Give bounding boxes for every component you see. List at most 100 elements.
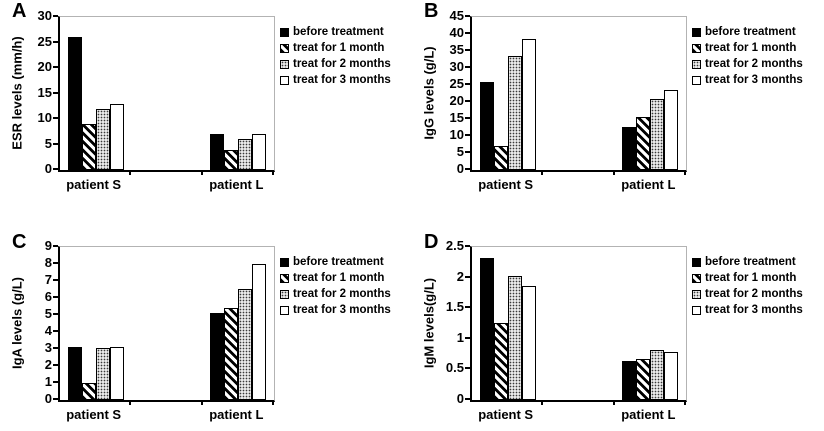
legend-item: before treatment — [280, 25, 384, 39]
bar-white-patient-S — [109, 104, 124, 170]
y-axis-tick — [465, 66, 470, 68]
y-axis-tick — [53, 279, 58, 281]
bar-white-patient-L — [252, 264, 267, 400]
x-axis-tick — [129, 401, 132, 405]
y-axis-tick — [465, 398, 470, 400]
legend-label: treat for 1 month — [293, 272, 385, 284]
bar-solid-black-patient-S — [479, 258, 494, 400]
y-axis-tick — [53, 15, 58, 17]
y-axis-tick — [465, 134, 470, 136]
legend-item: before treatment — [692, 25, 796, 39]
y-tick-label: 0 — [456, 391, 464, 406]
y-axis-tick — [465, 151, 470, 153]
y-tick-label: 4 — [44, 323, 52, 338]
legend-label: before treatment — [293, 26, 384, 38]
x-category-label: patient S — [66, 177, 122, 192]
bar-diagonal-stripe-patient-L — [224, 150, 239, 170]
x-category-label: patient L — [209, 177, 264, 192]
legend-label: treat for 2 months — [293, 58, 391, 70]
x-axis-tick — [200, 401, 203, 405]
bar-diagonal-stripe-patient-S — [493, 146, 508, 170]
x-axis-tick — [272, 401, 274, 405]
bar-white-patient-S — [521, 286, 536, 400]
y-axis-tick — [465, 367, 470, 370]
y-tick-label: 6 — [44, 289, 52, 304]
legend-label: treat for 1 month — [293, 42, 385, 54]
legend-label: before treatment — [293, 256, 384, 268]
y-axis-tick — [465, 32, 470, 34]
x-category-label: patient S — [478, 177, 534, 192]
panel-letter-b: B — [424, 0, 439, 22]
white-legend-swatch-icon — [692, 305, 701, 315]
y-tick-label: 10 — [37, 110, 52, 125]
legend-label: treat for 3 months — [705, 74, 803, 86]
legend-item: treat for 1 month — [280, 271, 384, 285]
y-tick-label: 7 — [44, 272, 52, 287]
legend-label: treat for 3 months — [293, 74, 391, 86]
y-axis-tick — [465, 168, 470, 170]
legend-item: before treatment — [692, 255, 796, 269]
bar-dotted-gray-patient-S — [507, 56, 522, 170]
y-axis-tick — [465, 306, 470, 309]
bar-dotted-gray-patient-S — [507, 276, 522, 400]
y-axis-tick — [465, 83, 470, 85]
y-axis-tick — [53, 296, 58, 298]
solid-black-legend-swatch-icon — [280, 27, 289, 37]
y-axis-tick — [53, 398, 58, 400]
solid-black-legend-swatch-icon — [692, 257, 701, 267]
x-category-label: patient S — [66, 407, 122, 422]
bar-dotted-gray-patient-S — [95, 348, 110, 400]
x-axis-tick — [129, 171, 132, 175]
bar-solid-black-patient-L — [210, 313, 225, 400]
bar-dotted-gray-patient-S — [95, 109, 110, 170]
y-tick-label: 5 — [456, 144, 464, 159]
chart-panel-a: A ESR levels (mm/h) 0 5 10 15 20 25 30 patient … — [0, 0, 412, 215]
plot-area — [58, 246, 275, 402]
white-legend-swatch-icon — [280, 75, 289, 85]
legend-item: before treatment — [280, 255, 384, 269]
y-tick-label: 10 — [449, 127, 464, 142]
bar-white-patient-L — [664, 352, 679, 400]
y-axis-tick — [53, 347, 58, 349]
bar-white-patient-L — [664, 90, 679, 170]
x-axis-tick — [541, 401, 544, 405]
legend-item: treat for 1 month — [280, 41, 384, 55]
x-axis-tick — [272, 171, 274, 175]
y-tick-label: 30 — [37, 8, 52, 23]
bar-diagonal-stripe-patient-S — [81, 383, 96, 400]
bar-dotted-gray-patient-L — [238, 289, 253, 400]
y-tick-label: 30 — [449, 59, 464, 74]
y-axis-tick — [53, 117, 58, 119]
plot-area — [58, 16, 275, 172]
y-axis-tick — [53, 91, 58, 94]
legend-label: treat for 3 months — [293, 304, 391, 316]
bar-dotted-gray-patient-L — [650, 99, 665, 170]
y-tick-label: 2 — [456, 268, 464, 284]
white-legend-swatch-icon — [280, 305, 289, 315]
diagonal-stripe-legend-swatch-icon — [692, 273, 701, 283]
y-tick-label: 3 — [44, 340, 52, 355]
y-axis-tick — [53, 245, 58, 247]
y-axis-tick — [465, 336, 470, 339]
x-axis-tick — [684, 401, 686, 405]
bar-solid-black-patient-L — [622, 127, 637, 170]
legend-item: treat for 1 month — [692, 271, 796, 285]
dotted-gray-legend-swatch-icon — [692, 59, 701, 69]
bar-dotted-gray-patient-L — [650, 350, 665, 400]
y-tick-label: 0 — [44, 161, 52, 176]
legend-label: treat for 1 month — [705, 272, 797, 284]
y-axis-tick — [465, 245, 470, 247]
x-axis-tick — [200, 171, 203, 175]
plot-area — [470, 16, 687, 172]
y-axis-tick — [465, 100, 470, 102]
legend-label: treat for 1 month — [705, 42, 797, 54]
bar-solid-black-patient-S — [479, 82, 494, 170]
x-axis-tick — [612, 171, 615, 175]
y-tick-label: 0.5 — [445, 360, 464, 376]
legend-label: treat for 2 months — [705, 58, 803, 70]
solid-black-legend-swatch-icon — [280, 257, 289, 267]
y-tick-label: 2.5 — [445, 238, 464, 253]
y-tick-label: 35 — [449, 42, 464, 57]
legend-label: before treatment — [705, 26, 796, 38]
